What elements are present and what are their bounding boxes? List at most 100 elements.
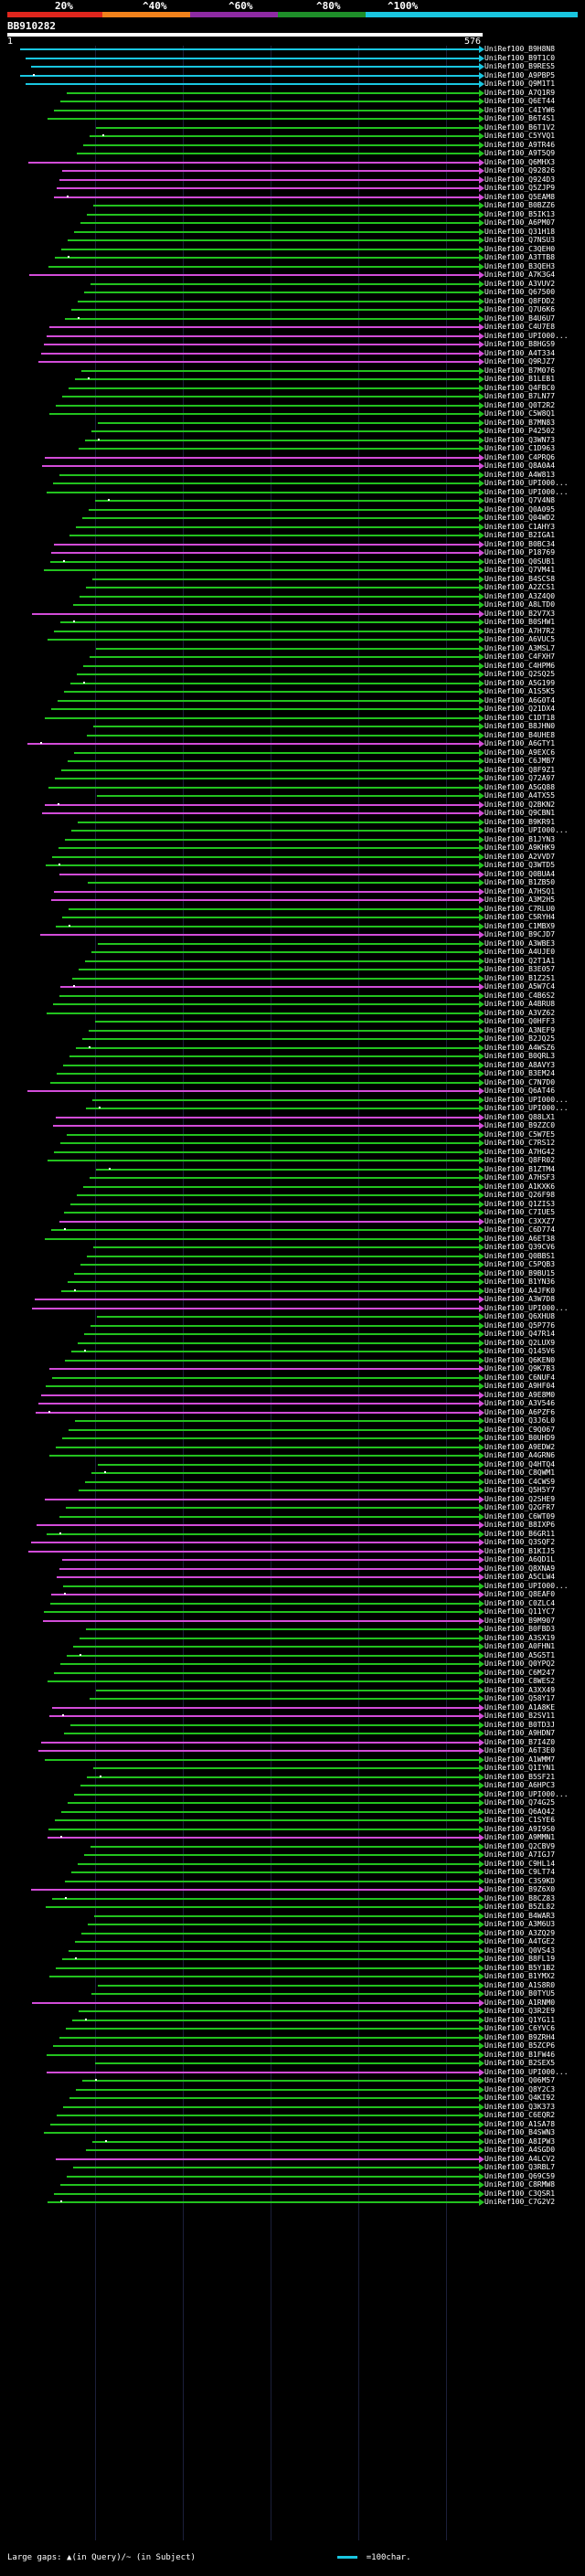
hit-label-link[interactable]: UniRef100_Q0HFF3 <box>484 1017 556 1025</box>
hit-label-link[interactable]: UniRef100_C7G2V2 <box>484 2198 556 2206</box>
hit-label-link[interactable]: UniRef100_Q58Y17 <box>484 1694 556 1702</box>
hit-label-link[interactable]: UniRef100_UPI000... <box>484 479 569 487</box>
hit-label-link[interactable]: UniRef100_Q04WD2 <box>484 514 556 522</box>
hit-label-link[interactable]: UniRef100_B4UHE8 <box>484 730 556 739</box>
hit-label-link[interactable]: UniRef100_UPI000... <box>484 331 569 340</box>
hit-label-link[interactable]: UniRef100_A8IPW3 <box>484 2136 556 2146</box>
hit-label-link[interactable]: UniRef100_B7LN77 <box>484 392 556 400</box>
hit-label-link[interactable]: UniRef100_Q9RJZ7 <box>484 357 556 366</box>
hit-label-link[interactable]: UniRef100_Q72A97 <box>484 774 556 782</box>
hit-label-link[interactable]: UniRef100_Q9CBN1 <box>484 809 556 817</box>
hit-label-link[interactable]: UniRef100_B0TYU5 <box>484 1989 556 1998</box>
hit-label-link[interactable]: UniRef100_A4WSZ6 <box>484 1043 556 1052</box>
hit-label-link[interactable]: UniRef100_A1WMM7 <box>484 1754 556 1764</box>
hit-label-link[interactable]: UniRef100_C4PRQ6 <box>484 452 556 461</box>
hit-label-link[interactable]: UniRef100_B9ZZC0 <box>484 1121 556 1129</box>
hit-label-link[interactable]: UniRef100_Q21DX4 <box>484 705 556 713</box>
hit-label-link[interactable]: UniRef100_A9HF04 <box>484 1382 556 1390</box>
hit-label-link[interactable]: UniRef100_Q3WN73 <box>484 435 556 444</box>
hit-label-link[interactable]: UniRef100_C8QWM1 <box>484 1468 556 1477</box>
hit-label-link[interactable]: UniRef100_A1RNM0 <box>484 1998 556 2007</box>
hit-label-link[interactable]: UniRef100_B8FL19 <box>484 1955 556 1963</box>
hit-label-link[interactable]: UniRef100_Q0T2R2 <box>484 400 556 409</box>
hit-label-link[interactable]: UniRef100_B1Z251 <box>484 973 556 982</box>
hit-label-link[interactable]: UniRef100_UPI000... <box>484 1303 569 1312</box>
hit-label-link[interactable]: UniRef100_C6D774 <box>484 1225 556 1234</box>
hit-label-link[interactable]: UniRef100_Q8FDD2 <box>484 296 556 305</box>
hit-label-link[interactable]: UniRef100_B1ZTM4 <box>484 1164 556 1173</box>
hit-label-link[interactable]: UniRef100_C4HPM6 <box>484 661 556 670</box>
hit-label-link[interactable]: UniRef100_Q6MHX3 <box>484 157 556 166</box>
hit-label-link[interactable]: UniRef100_A9T5Q9 <box>484 149 556 157</box>
hit-label-link[interactable]: UniRef100_A3M6U3 <box>484 1920 556 1928</box>
hit-label-link[interactable]: UniRef100_A8LTD0 <box>484 600 556 609</box>
hit-label-link[interactable]: UniRef100_B2IGA1 <box>484 531 556 539</box>
hit-label-link[interactable]: UniRef100_B5Y1B2 <box>484 1963 556 1972</box>
hit-label-link[interactable]: UniRef100_Q5EAM8 <box>484 192 556 201</box>
hit-label-link[interactable]: UniRef100_B0TD3J <box>484 1720 556 1729</box>
hit-label-link[interactable]: UniRef100_Q88LX1 <box>484 1112 556 1121</box>
hit-label-link[interactable]: UniRef100_A5GQ88 <box>484 782 556 791</box>
hit-label-link[interactable]: UniRef100_A3W7D8 <box>484 1295 556 1303</box>
hit-label-link[interactable]: UniRef100_Q6XHU8 <box>484 1312 556 1320</box>
hit-label-link[interactable]: UniRef100_B3EM24 <box>484 1069 556 1077</box>
hit-label-link[interactable]: UniRef100_Q5P776 <box>484 1320 556 1330</box>
hit-label-link[interactable]: UniRef100_Q2BKN2 <box>484 800 556 809</box>
hit-label-link[interactable]: UniRef100_Q7V4N8 <box>484 496 556 504</box>
hit-label-link[interactable]: UniRef100_A4T334 <box>484 348 556 357</box>
hit-label-link[interactable]: UniRef100_B8CZ83 <box>484 1893 556 1903</box>
hit-label-link[interactable]: UniRef100_C7RLU0 <box>484 904 556 913</box>
hit-label-link[interactable]: UniRef100_Q4KI92 <box>484 2094 556 2102</box>
hit-label-link[interactable]: UniRef100_C1AHY3 <box>484 522 556 531</box>
hit-label-link[interactable]: UniRef100_A4SGD0 <box>484 2146 556 2154</box>
hit-label-link[interactable]: UniRef100_B9BU15 <box>484 1268 556 1277</box>
hit-label-link[interactable]: UniRef100_B9ZRH4 <box>484 2032 556 2041</box>
hit-label-link[interactable]: UniRef100_C5W8Q1 <box>484 409 556 418</box>
hit-label-link[interactable]: UniRef100_A4W813 <box>484 470 556 479</box>
hit-label-link[interactable]: UniRef100_A3SX19 <box>484 1633 556 1642</box>
hit-label-link[interactable]: UniRef100_C4IYW6 <box>484 105 556 114</box>
hit-label-link[interactable]: UniRef100_Q39CV6 <box>484 1243 556 1251</box>
hit-label-link[interactable]: UniRef100_Q74G25 <box>484 1798 556 1807</box>
hit-label-link[interactable]: UniRef100_A4LCV2 <box>484 2154 556 2163</box>
hit-label-link[interactable]: UniRef100_C3S9KD <box>484 1876 556 1885</box>
hit-label-link[interactable]: UniRef100_A7H7R2 <box>484 626 556 635</box>
hit-label-link[interactable]: UniRef100_A7HSF3 <box>484 1173 556 1182</box>
hit-label-link[interactable]: UniRef100_Q9M1T1 <box>484 80 556 88</box>
hit-label-link[interactable]: UniRef100_A3ZQ29 <box>484 1928 556 1937</box>
hit-label-link[interactable]: UniRef100_A6ET38 <box>484 1234 556 1243</box>
hit-label-link[interactable]: UniRef100_C9LT74 <box>484 1868 556 1876</box>
hit-label-link[interactable]: UniRef100_Q7U6K6 <box>484 305 556 313</box>
hit-label-link[interactable]: UniRef100_B4SCS8 <box>484 574 556 583</box>
hit-label-link[interactable]: UniRef100_A4GRN6 <box>484 1451 556 1459</box>
hit-label-link[interactable]: UniRef100_A9TR46 <box>484 140 556 149</box>
hit-label-link[interactable]: UniRef100_C3XXZ7 <box>484 1216 556 1225</box>
hit-label-link[interactable]: UniRef100_C6EQR2 <box>484 2111 556 2119</box>
hit-label-link[interactable]: UniRef100_C7N7D0 <box>484 1077 556 1087</box>
hit-label-link[interactable]: UniRef100_B2V7X3 <box>484 609 556 618</box>
hit-label-link[interactable]: UniRef100_C9HL14 <box>484 1859 556 1868</box>
hit-label-link[interactable]: UniRef100_A4JFK0 <box>484 1286 556 1295</box>
hit-label-link[interactable]: UniRef100_B9CJD7 <box>484 930 556 938</box>
hit-label-link[interactable]: UniRef100_A9EDW2 <box>484 1442 556 1451</box>
hit-label-link[interactable]: UniRef100_B1ZB50 <box>484 878 556 886</box>
hit-label-link[interactable]: UniRef100_B7I4Z0 <box>484 1737 556 1746</box>
hit-label-link[interactable]: UniRef100_UPI000... <box>484 1095 569 1104</box>
hit-label-link[interactable]: UniRef100_B9KR91 <box>484 817 556 826</box>
hit-label-link[interactable]: UniRef100_B0FBD3 <box>484 1625 556 1633</box>
hit-label-link[interactable]: UniRef100_P18769 <box>484 548 556 557</box>
hit-label-link[interactable]: UniRef100_A6HPC3 <box>484 1781 556 1789</box>
hit-label-link[interactable]: UniRef100_C6WT09 <box>484 1511 556 1521</box>
hit-label-link[interactable]: UniRef100_Q0VS43 <box>484 1945 556 1955</box>
hit-label-link[interactable]: UniRef100_Q2LUX9 <box>484 1338 556 1347</box>
hit-label-link[interactable]: UniRef100_C3QEH0 <box>484 244 556 253</box>
hit-label-link[interactable]: UniRef100_C4U7E8 <box>484 323 556 331</box>
hit-label-link[interactable]: UniRef100_B6GR11 <box>484 1529 556 1538</box>
hit-label-link[interactable]: UniRef100_A3VUV2 <box>484 279 556 288</box>
hit-label-link[interactable]: UniRef100_Q31H18 <box>484 227 556 236</box>
hit-label-link[interactable]: UniRef100_Q47R14 <box>484 1330 556 1338</box>
hit-label-link[interactable]: UniRef100_UPI000... <box>484 487 569 496</box>
hit-label-link[interactable]: UniRef100_A6VUC5 <box>484 635 556 643</box>
hit-label-link[interactable]: UniRef100_B1FW46 <box>484 2050 556 2059</box>
hit-label-link[interactable]: UniRef100_Q8XNA9 <box>484 1564 556 1573</box>
